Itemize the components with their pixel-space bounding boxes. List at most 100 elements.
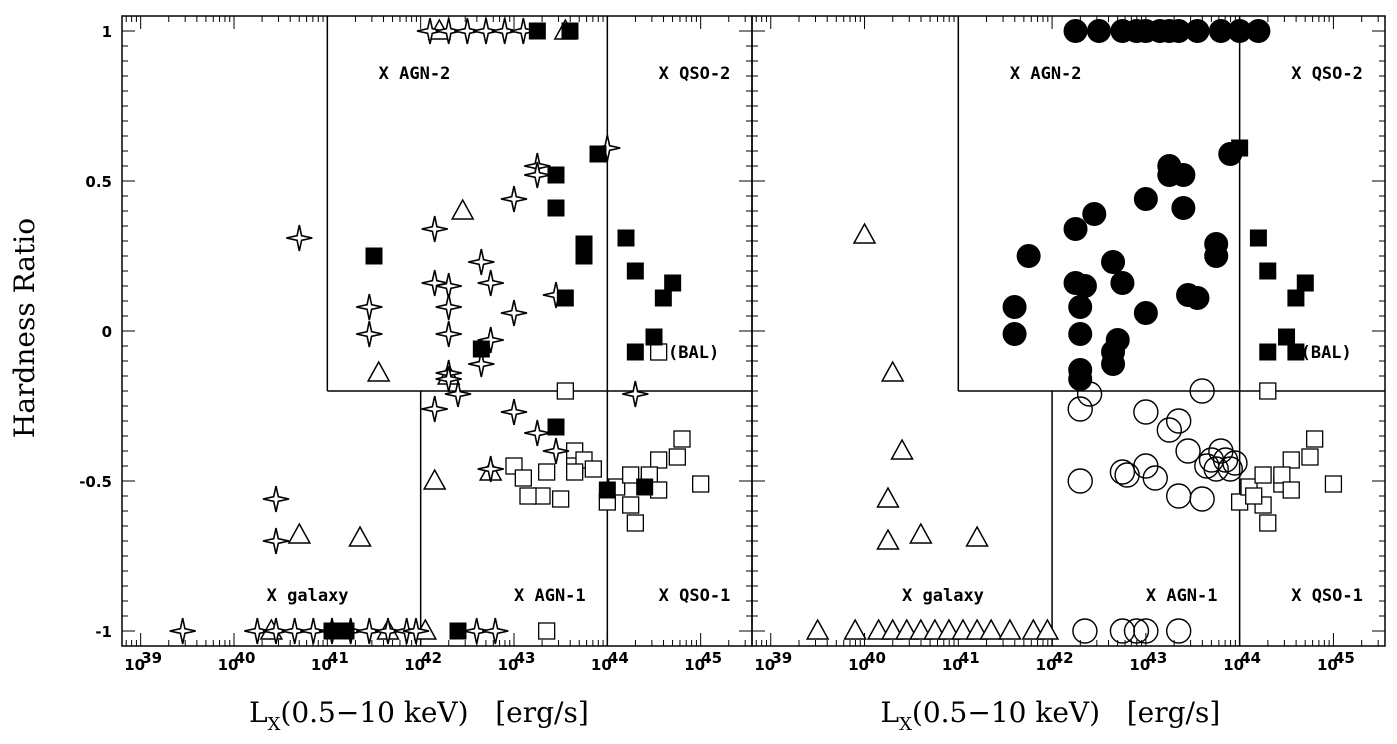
star-marker (421, 395, 448, 423)
y-tick-label: 0.5 (85, 173, 112, 191)
filled-square-marker (589, 145, 607, 163)
x-tick-exponent: 44 (608, 649, 629, 667)
star-marker (622, 380, 649, 408)
star-marker (262, 617, 290, 645)
region-label: (BAL) (668, 343, 719, 363)
region-label: X AGN-1 (514, 586, 586, 606)
filled-circle-marker (1068, 295, 1093, 319)
open-circle-marker (1142, 465, 1168, 491)
open-square-marker (1324, 475, 1343, 493)
filled-circle-marker (1063, 19, 1088, 43)
filled-square-marker (645, 328, 663, 346)
star-marker (482, 617, 509, 645)
filled-circle-marker (1185, 19, 1210, 43)
open-circle-marker (1165, 408, 1192, 434)
star-marker (524, 419, 551, 447)
filled-square-marker (547, 199, 565, 217)
triangle-marker (843, 618, 867, 640)
star-marker (356, 293, 383, 321)
x-tick-exponent: 45 (1334, 649, 1355, 667)
filled-square-marker (472, 340, 490, 358)
open-circle-marker (1222, 450, 1248, 476)
triangle-marker (348, 525, 372, 547)
open-circle-marker (1114, 462, 1140, 488)
triangle-marker (923, 618, 947, 640)
star-marker (244, 617, 271, 645)
open-square-marker (1259, 514, 1277, 532)
filled-circle-marker (1082, 202, 1107, 226)
open-square-marker (556, 382, 574, 400)
filled-circle-marker (1133, 301, 1158, 325)
open-square-marker (673, 430, 691, 448)
open-square-marker (1306, 430, 1324, 448)
filled-circle-marker (1072, 274, 1097, 298)
filled-square-marker (1296, 274, 1314, 292)
triangle-marker (880, 618, 905, 640)
triangle-marker (876, 528, 900, 550)
filled-circle-marker (1002, 295, 1027, 319)
open-square-marker (519, 487, 537, 505)
x-tick-label: 10 (218, 656, 239, 674)
filled-square-marker (1287, 343, 1305, 361)
region-label: X QSO-2 (1291, 64, 1363, 84)
open-circle-marker (1217, 456, 1243, 482)
filled-circle-marker (1101, 352, 1126, 376)
filled-circle-marker (1204, 244, 1229, 268)
star-marker (262, 527, 290, 555)
star-marker (356, 617, 383, 645)
triangle-marker (1035, 618, 1060, 640)
open-circle-marker (1165, 618, 1192, 644)
region-label: X galaxy (902, 586, 984, 606)
filled-square-marker (598, 481, 616, 499)
triangle-marker (951, 618, 975, 640)
star-marker (472, 17, 500, 45)
filled-circle-marker (1185, 286, 1210, 310)
star-marker (491, 17, 518, 45)
filled-square-marker (636, 478, 654, 496)
filled-circle-marker (1063, 217, 1088, 241)
open-circle-marker (1109, 618, 1136, 644)
x-axis-label-sub: X (899, 714, 912, 735)
x-tick-label: 10 (1129, 656, 1150, 674)
star-marker (421, 269, 448, 297)
filled-square-marker (575, 247, 593, 265)
star-marker (477, 269, 504, 297)
triangle-marker (450, 198, 475, 220)
star-marker (500, 398, 528, 426)
filled-square-marker (626, 343, 644, 361)
open-square-marker (622, 496, 640, 514)
open-square-marker (552, 490, 570, 508)
x-axis-label: LX(0.5−10 keV) [erg/s] (249, 696, 589, 735)
triangle-marker (422, 468, 447, 490)
region-label: X AGN-2 (379, 64, 451, 84)
open-square-marker (668, 448, 686, 466)
x-tick-exponent: 43 (1146, 649, 1167, 667)
triangle-marker (1021, 618, 1046, 640)
region-label: X galaxy (267, 586, 349, 606)
x-tick-label: 10 (754, 656, 775, 674)
x-tick-exponent: 41 (959, 649, 980, 667)
star-marker (524, 161, 551, 189)
filled-circle-marker (1016, 244, 1041, 268)
y-axis-label: Hardness Ratio (8, 218, 41, 438)
star-marker (402, 617, 430, 645)
x-tick-label: 10 (1223, 656, 1244, 674)
filled-square-marker (1287, 289, 1305, 307)
filled-square-marker (1231, 139, 1249, 157)
x-tick-exponent: 44 (1240, 649, 1261, 667)
filled-circle-marker (1171, 163, 1196, 187)
filled-square-marker (1259, 262, 1277, 280)
filled-square-marker (449, 622, 467, 640)
open-square-marker (1282, 481, 1300, 499)
triangle-marker (937, 618, 961, 640)
open-square-marker (1259, 382, 1277, 400)
star-marker (444, 380, 472, 408)
star-marker (500, 299, 528, 327)
x-axis-label-rest: (0.5−10 keV) [erg/s] (912, 696, 1220, 729)
open-square-marker (692, 475, 710, 493)
open-square-marker (566, 463, 584, 481)
filled-circle-marker (1101, 250, 1126, 274)
open-square-marker (650, 343, 668, 361)
